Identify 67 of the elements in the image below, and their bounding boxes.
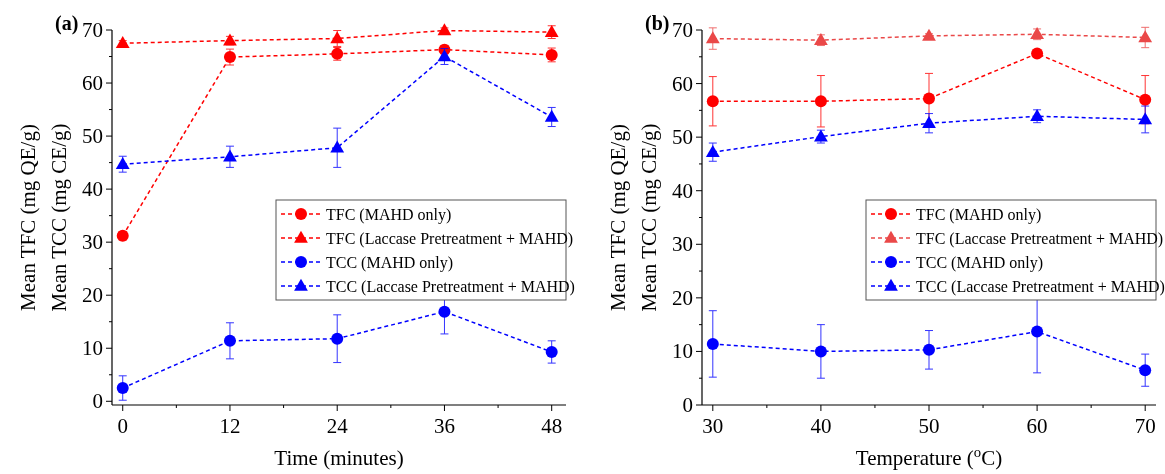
- point: [814, 345, 827, 358]
- legend-label: TCC (MAHD only): [916, 254, 1044, 272]
- y-tick-label: 70: [82, 18, 103, 42]
- x-tick-label: 24: [326, 414, 349, 438]
- y-tick-label: 10: [672, 339, 693, 364]
- y-tick-label: 10: [82, 336, 103, 361]
- y-tick-label: 50: [82, 124, 103, 149]
- y-tick-label: 30: [672, 232, 693, 257]
- point: [814, 95, 827, 108]
- point: [922, 116, 936, 129]
- point: [705, 144, 720, 157]
- x-tick-label: 70: [1134, 414, 1156, 438]
- legend-label: TCC (Laccase Pretreatment + MAHD): [326, 278, 575, 296]
- chart-title: (a): [55, 12, 79, 35]
- point: [1031, 325, 1044, 338]
- x-axis-title: Temperature ($^{o}$C): [855, 444, 1003, 470]
- x-tick-label: 12: [219, 414, 241, 438]
- y-tick-label: 50: [672, 125, 693, 150]
- legend-label: TCC (Laccase Pretreatment + MAHD): [916, 278, 1165, 296]
- chart-title: (b): [645, 12, 670, 35]
- y-tick-label: 30: [82, 230, 103, 255]
- y-tick-label: 70: [672, 18, 693, 42]
- point: [1031, 47, 1044, 60]
- legend-label: TFC (MAHD only): [916, 206, 1042, 224]
- x-tick-label: 36: [433, 414, 455, 438]
- x-tick-label: 30: [702, 414, 724, 438]
- y-tick-label: 60: [672, 71, 693, 96]
- point: [705, 31, 720, 44]
- x-tick-label: 40: [810, 414, 832, 438]
- x-tick-label: 60: [1026, 414, 1048, 438]
- point: [922, 28, 936, 41]
- y-axis-title: Mean TFC (mg QE/g) Mean TCC (mg CE/g): [606, 123, 661, 312]
- y-axis-title: Mean TFC (mg QE/g) Mean TCC (mg CE/g): [16, 123, 71, 312]
- y-tick-label: 40: [82, 177, 103, 202]
- point: [115, 36, 130, 49]
- y-tick-label: 40: [672, 178, 693, 203]
- x-tick-label: 50: [918, 414, 940, 438]
- x-tick-label: 48: [541, 414, 563, 438]
- point: [1139, 93, 1152, 106]
- y-tick-label: 20: [82, 283, 103, 308]
- point: [706, 95, 719, 108]
- y-tick-label: 20: [672, 285, 693, 310]
- point: [923, 343, 935, 356]
- point: [331, 332, 344, 345]
- point: [1139, 364, 1152, 377]
- point: [545, 345, 558, 358]
- point: [223, 334, 236, 347]
- x-axis-title: Time (minutes): [274, 446, 404, 470]
- point: [330, 140, 345, 153]
- legend-label: TFC (MAHD only): [326, 206, 452, 224]
- point: [706, 337, 719, 350]
- point: [1138, 30, 1153, 43]
- x-tick-label: 0: [117, 414, 128, 438]
- point: [544, 109, 559, 122]
- y-tick-label: 0: [92, 389, 103, 414]
- legend-label: TFC (Laccase Pretreatment + MAHD): [326, 230, 574, 248]
- point: [116, 382, 129, 395]
- y-tick-label: 0: [682, 393, 693, 417]
- point: [438, 305, 451, 318]
- point: [1138, 112, 1153, 125]
- point: [115, 156, 130, 169]
- point: [437, 23, 452, 36]
- legend-label: TFC (Laccase Pretreatment + MAHD): [916, 230, 1164, 248]
- legend-label: TCC (MAHD only): [326, 254, 454, 272]
- point: [923, 92, 935, 105]
- y-tick-label: 60: [82, 71, 103, 96]
- point: [223, 149, 237, 162]
